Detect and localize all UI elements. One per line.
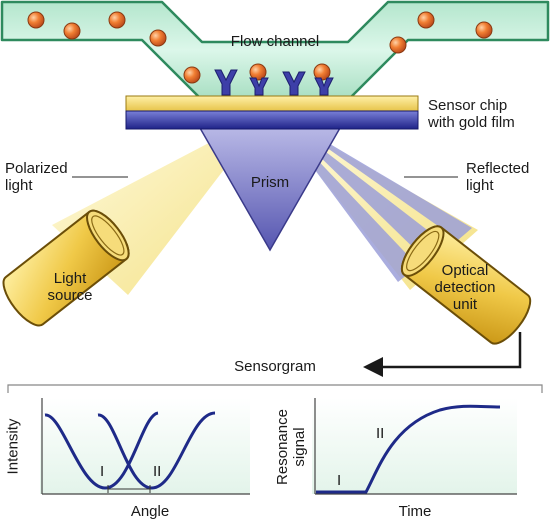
resonance-axis-label-line1: Resonance (274, 409, 291, 485)
sensorgram-arrow (363, 332, 522, 377)
detection-unit-label-line2: detection (434, 279, 496, 296)
sensorgram-label: Sensorgram (234, 358, 316, 375)
resonance-axis-label: Resonance signal (274, 392, 308, 502)
sensorgram-bracket (7, 384, 543, 393)
light-source-label-line2: source (47, 287, 93, 304)
right-curve-I-label: I (337, 472, 342, 489)
intensity-plot (40, 398, 250, 495)
time-axis-label: Time (398, 503, 432, 520)
resonance-plot (312, 398, 517, 495)
sensor-chip-label-line2: with gold film (428, 114, 515, 131)
sensor-chip-label: Sensor chip with gold film (428, 97, 546, 131)
detection-unit-label: Optical detection unit (420, 262, 510, 313)
light-source-label: Light source (35, 270, 105, 304)
receptor-molecules (214, 69, 334, 96)
resonance-axis-label-line2: signal (291, 427, 308, 467)
angle-axis-label: Angle (130, 503, 170, 520)
analyte-particles (27, 11, 493, 84)
polarized-light-label-line1: Polarized (5, 160, 68, 177)
light-source-unit (2, 209, 130, 327)
detection-unit-label-line1: Optical (441, 262, 489, 279)
polarized-light-label-line2: light (5, 177, 33, 194)
response-curve (316, 404, 501, 494)
left-curve-II-label: II (153, 463, 162, 480)
flow-channel-label: Flow channel (230, 33, 320, 50)
polarized-light-label: Polarized light (5, 160, 95, 194)
light-source-label-line1: Light (53, 270, 87, 287)
reflected-light-label-line1: Reflected (466, 160, 530, 177)
left-curve-I-label: I (100, 463, 105, 480)
optical-detection-unit (400, 225, 532, 345)
sensor-chip-label-line1: Sensor chip (428, 97, 508, 114)
reflected-light-label: Reflected light (466, 160, 548, 194)
prism-label: Prism (250, 174, 290, 191)
flow-channel (0, 0, 550, 100)
curve-II (97, 411, 216, 490)
right-curve-II-label: II (376, 425, 385, 442)
curve-I (44, 411, 159, 490)
reflected-light-label-line2: light (466, 177, 494, 194)
intensity-axis-label: Intensity (4, 418, 22, 475)
sensor-chip (125, 95, 419, 130)
detection-unit-label-line3: unit (452, 296, 478, 313)
